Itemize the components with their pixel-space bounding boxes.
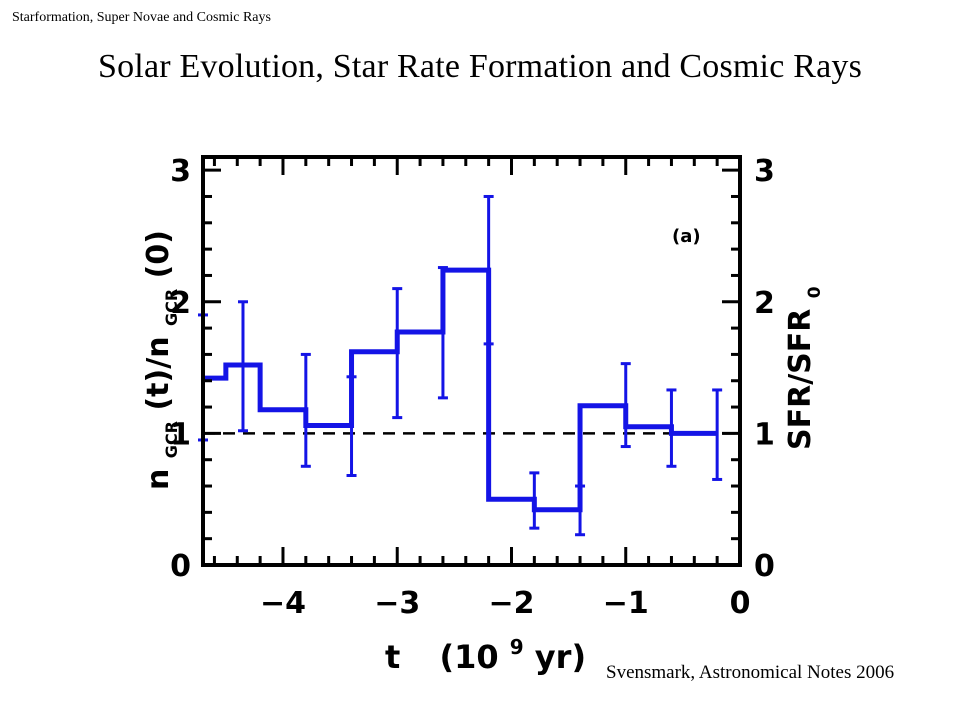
- y-axis-label-right-main: SFR/SFR: [783, 309, 818, 450]
- y-tick-label-right: 2: [754, 286, 775, 321]
- error-bar: [237, 300, 248, 433]
- y-tick-label-left: 1: [170, 417, 191, 452]
- error-bar: [712, 388, 723, 481]
- x-tick-label: −4: [260, 586, 306, 621]
- y-axis-label-left: n GCR (t)/n GCR (0): [141, 230, 185, 490]
- step-line: [203, 267, 718, 513]
- error-bar: [437, 266, 448, 400]
- citation: Svensmark, Astronomical Notes 2006: [606, 662, 895, 683]
- x-tick-label: −3: [374, 586, 420, 621]
- error-bar: [575, 484, 586, 537]
- y-tick-label-right: 3: [754, 154, 775, 189]
- error-bar: [666, 388, 677, 468]
- y-tick-label-right: 0: [754, 549, 775, 584]
- label-layer: (a) t (10 9 yr) n GCR (t)/n GCR (0) SFR/…: [141, 226, 825, 676]
- y-axis-label-right-sub: 0: [805, 286, 825, 298]
- y-axis-label-left-mid: (t)/n: [141, 336, 176, 410]
- y-tick-label-left: 2: [170, 286, 191, 321]
- x-axis-label: t (10 9 yr): [385, 624, 586, 676]
- error-bar: [529, 471, 540, 530]
- y-axis-label-left-sub1: GCR: [162, 421, 181, 458]
- header-tag: Starformation, Super Novae and Cosmic Ra…: [12, 10, 271, 25]
- error-bar: [346, 375, 357, 478]
- error-bar: [620, 362, 631, 449]
- x-axis-label-unit-close: yr): [535, 638, 586, 676]
- x-axis-label-main: t: [385, 638, 400, 676]
- plot-frame: [201, 155, 742, 567]
- x-tick-label: −2: [488, 586, 534, 621]
- y-axis-label-left-sub2: GCR: [162, 289, 181, 326]
- error-bar: [392, 287, 403, 420]
- x-tick-label: 0: [730, 586, 751, 621]
- y-tick-label-right: 1: [754, 417, 775, 452]
- y-axis-label-left-n: n: [141, 469, 176, 490]
- y-axis-label-left-end: (0): [141, 230, 176, 278]
- chart-annotation: (a): [672, 226, 701, 247]
- error-bar: [483, 194, 494, 346]
- x-axis-label-unit-exp: 9: [510, 635, 524, 659]
- error-bar: [300, 352, 311, 468]
- x-tick-label: −1: [603, 586, 649, 621]
- slide-title: Solar Evolution, Star Rate Formation and…: [98, 48, 862, 85]
- x-axis-label-unit-open: (10: [439, 638, 498, 676]
- axis-layer: −4 −3 −2 −1 00 01 12 23 3: [170, 154, 775, 621]
- plot-layer: [198, 194, 740, 537]
- y-tick-label-left: 3: [170, 154, 191, 189]
- y-tick-label-left: 0: [170, 549, 191, 584]
- y-axis-label-right: SFR/SFR 0: [783, 286, 825, 450]
